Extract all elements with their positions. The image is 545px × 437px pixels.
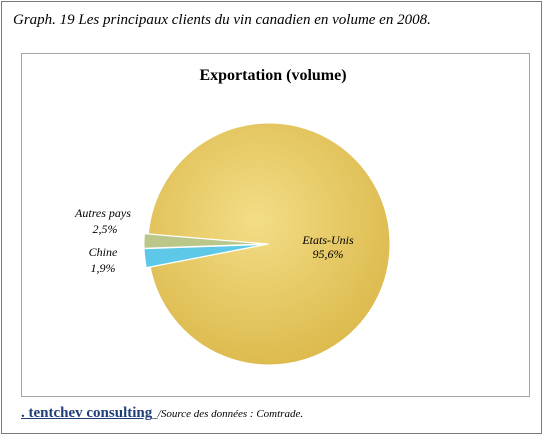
slice-value-etats-unis: 95,6% xyxy=(313,247,344,261)
pie-slice-etats-unis xyxy=(147,122,391,366)
slice-value-autres-pays: 2,5% xyxy=(93,222,118,236)
figure-caption: Graph. 19 Les principaux clients du vin … xyxy=(13,12,431,28)
slice-label-autres-pays: Autres pays xyxy=(74,206,131,220)
source-note: Source des données : Comtrade. xyxy=(160,408,304,420)
brand-link[interactable]: . tentchev consulting xyxy=(21,405,153,421)
source-separator: _/ xyxy=(152,408,161,420)
slice-label-chine: Chine xyxy=(89,245,118,259)
slice-label-etats-unis: Etats-Unis xyxy=(301,233,354,247)
slice-value-chine: 1,9% xyxy=(91,261,116,275)
pie-slice-autres-pays xyxy=(143,243,266,269)
chart-title: Exportation (volume) xyxy=(199,67,346,84)
footer: . tentchev consulting_/Source des donnée… xyxy=(21,404,303,422)
pie-slice-chine xyxy=(143,233,266,249)
chart-area: Exportation (volume) Etats-Unis 95,6% Au… xyxy=(21,53,530,397)
pie-chart: Exportation (volume) Etats-Unis 95,6% Au… xyxy=(74,67,391,366)
